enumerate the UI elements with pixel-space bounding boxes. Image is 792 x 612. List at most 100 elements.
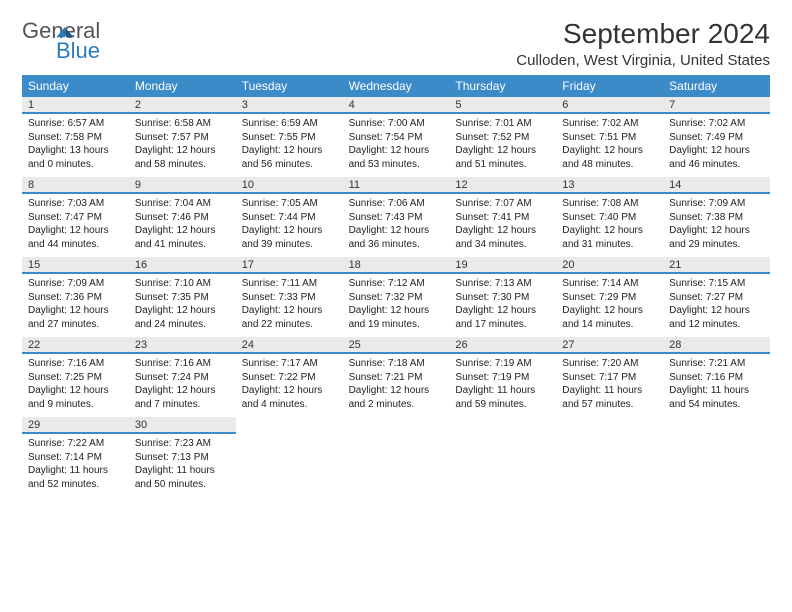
logo-sail-icon: [54, 25, 76, 39]
daylight-line: Daylight: 12 hours and 4 minutes.: [242, 384, 337, 411]
logo: General Blue: [22, 18, 76, 64]
day-content: Sunrise: 7:01 AMSunset: 7:52 PMDaylight:…: [449, 114, 556, 177]
week-daynum-row: 2930: [22, 417, 770, 434]
sunrise-line: Sunrise: 7:15 AM: [669, 277, 764, 291]
sunset-line: Sunset: 7:29 PM: [562, 291, 657, 305]
day-number: 22: [22, 337, 129, 354]
week-content-row: Sunrise: 7:03 AMSunset: 7:47 PMDaylight:…: [22, 194, 770, 257]
daylight-line: Daylight: 12 hours and 24 minutes.: [135, 304, 230, 331]
day-content: Sunrise: 7:15 AMSunset: 7:27 PMDaylight:…: [663, 274, 770, 337]
sunrise-line: Sunrise: 7:05 AM: [242, 197, 337, 211]
sunset-line: Sunset: 7:24 PM: [135, 371, 230, 385]
sunrise-line: Sunrise: 7:21 AM: [669, 357, 764, 371]
day-number: 10: [236, 177, 343, 194]
sunrise-line: Sunrise: 7:16 AM: [28, 357, 123, 371]
sunset-line: Sunset: 7:30 PM: [455, 291, 550, 305]
sunrise-line: Sunrise: 7:06 AM: [349, 197, 444, 211]
daylight-line: Daylight: 12 hours and 58 minutes.: [135, 144, 230, 171]
day-empty: [449, 434, 556, 497]
sunset-line: Sunset: 7:49 PM: [669, 131, 764, 145]
daylight-line: Daylight: 12 hours and 46 minutes.: [669, 144, 764, 171]
day-content: Sunrise: 6:58 AMSunset: 7:57 PMDaylight:…: [129, 114, 236, 177]
daylight-line: Daylight: 12 hours and 31 minutes.: [562, 224, 657, 251]
week-content-row: Sunrise: 6:57 AMSunset: 7:58 PMDaylight:…: [22, 114, 770, 177]
day-number: 29: [22, 417, 129, 434]
daylight-line: Daylight: 12 hours and 36 minutes.: [349, 224, 444, 251]
sunrise-line: Sunrise: 7:10 AM: [135, 277, 230, 291]
sunset-line: Sunset: 7:14 PM: [28, 451, 123, 465]
sunset-line: Sunset: 7:16 PM: [669, 371, 764, 385]
dow-row: SundayMondayTuesdayWednesdayThursdayFrid…: [22, 75, 770, 97]
sunrise-line: Sunrise: 7:00 AM: [349, 117, 444, 131]
week-daynum-row: 891011121314: [22, 177, 770, 194]
daylight-line: Daylight: 12 hours and 39 minutes.: [242, 224, 337, 251]
sunset-line: Sunset: 7:54 PM: [349, 131, 444, 145]
daylight-line: Daylight: 12 hours and 29 minutes.: [669, 224, 764, 251]
day-content: Sunrise: 7:14 AMSunset: 7:29 PMDaylight:…: [556, 274, 663, 337]
daylight-line: Daylight: 12 hours and 41 minutes.: [135, 224, 230, 251]
day-number: 12: [449, 177, 556, 194]
sunrise-line: Sunrise: 7:13 AM: [455, 277, 550, 291]
day-number: 25: [343, 337, 450, 354]
sunrise-line: Sunrise: 7:12 AM: [349, 277, 444, 291]
day-number: 30: [129, 417, 236, 434]
sunrise-line: Sunrise: 7:03 AM: [28, 197, 123, 211]
day-content: Sunrise: 7:20 AMSunset: 7:17 PMDaylight:…: [556, 354, 663, 417]
sunset-line: Sunset: 7:43 PM: [349, 211, 444, 225]
weeks-container: 1234567Sunrise: 6:57 AMSunset: 7:58 PMDa…: [22, 97, 770, 497]
daylight-line: Daylight: 12 hours and 56 minutes.: [242, 144, 337, 171]
dow-friday: Friday: [556, 75, 663, 97]
day-number: 28: [663, 337, 770, 354]
sunset-line: Sunset: 7:46 PM: [135, 211, 230, 225]
day-content: Sunrise: 7:22 AMSunset: 7:14 PMDaylight:…: [22, 434, 129, 497]
dow-monday: Monday: [129, 75, 236, 97]
day-number: 23: [129, 337, 236, 354]
day-content: Sunrise: 7:08 AMSunset: 7:40 PMDaylight:…: [556, 194, 663, 257]
day-content: Sunrise: 6:57 AMSunset: 7:58 PMDaylight:…: [22, 114, 129, 177]
daylight-line: Daylight: 11 hours and 50 minutes.: [135, 464, 230, 491]
daylight-line: Daylight: 11 hours and 57 minutes.: [562, 384, 657, 411]
calendar: SundayMondayTuesdayWednesdayThursdayFrid…: [22, 75, 770, 497]
day-number: 5: [449, 97, 556, 114]
day-number: 3: [236, 97, 343, 114]
day-number: 9: [129, 177, 236, 194]
sunrise-line: Sunrise: 7:23 AM: [135, 437, 230, 451]
title-block: September 2024 Culloden, West Virginia, …: [516, 18, 770, 69]
day-number: 6: [556, 97, 663, 114]
day-content: Sunrise: 7:00 AMSunset: 7:54 PMDaylight:…: [343, 114, 450, 177]
day-content: Sunrise: 7:05 AMSunset: 7:44 PMDaylight:…: [236, 194, 343, 257]
sunset-line: Sunset: 7:41 PM: [455, 211, 550, 225]
day-empty: [343, 417, 450, 434]
day-content: Sunrise: 7:23 AMSunset: 7:13 PMDaylight:…: [129, 434, 236, 497]
sunrise-line: Sunrise: 7:11 AM: [242, 277, 337, 291]
day-number: 20: [556, 257, 663, 274]
daylight-line: Daylight: 12 hours and 53 minutes.: [349, 144, 444, 171]
day-number: 27: [556, 337, 663, 354]
sunrise-line: Sunrise: 6:59 AM: [242, 117, 337, 131]
day-number: 8: [22, 177, 129, 194]
day-number: 18: [343, 257, 450, 274]
logo-word2: Blue: [56, 38, 100, 63]
sunrise-line: Sunrise: 7:17 AM: [242, 357, 337, 371]
daylight-line: Daylight: 11 hours and 59 minutes.: [455, 384, 550, 411]
daylight-line: Daylight: 12 hours and 44 minutes.: [28, 224, 123, 251]
sunset-line: Sunset: 7:44 PM: [242, 211, 337, 225]
daylight-line: Daylight: 12 hours and 27 minutes.: [28, 304, 123, 331]
dow-sunday: Sunday: [22, 75, 129, 97]
day-empty: [343, 434, 450, 497]
sunset-line: Sunset: 7:35 PM: [135, 291, 230, 305]
sunrise-line: Sunrise: 6:57 AM: [28, 117, 123, 131]
daylight-line: Daylight: 12 hours and 2 minutes.: [349, 384, 444, 411]
sunrise-line: Sunrise: 7:16 AM: [135, 357, 230, 371]
week-daynum-row: 1234567: [22, 97, 770, 114]
week-content-row: Sunrise: 7:16 AMSunset: 7:25 PMDaylight:…: [22, 354, 770, 417]
week-daynum-row: 15161718192021: [22, 257, 770, 274]
daylight-line: Daylight: 12 hours and 34 minutes.: [455, 224, 550, 251]
month-title: September 2024: [516, 18, 770, 50]
day-empty: [236, 434, 343, 497]
sunset-line: Sunset: 7:51 PM: [562, 131, 657, 145]
day-empty: [236, 417, 343, 434]
day-content: Sunrise: 7:09 AMSunset: 7:38 PMDaylight:…: [663, 194, 770, 257]
day-empty: [663, 434, 770, 497]
header: General Blue September 2024 Culloden, We…: [22, 18, 770, 69]
